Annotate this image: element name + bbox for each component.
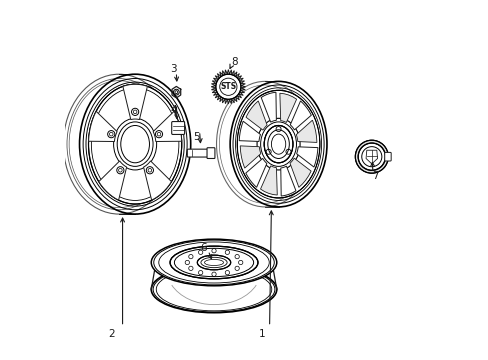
Polygon shape: [143, 161, 171, 200]
Polygon shape: [122, 84, 147, 120]
Text: 6: 6: [200, 243, 206, 253]
Polygon shape: [280, 166, 295, 196]
Polygon shape: [260, 166, 277, 195]
Polygon shape: [245, 158, 266, 187]
Ellipse shape: [355, 140, 387, 173]
Polygon shape: [88, 111, 117, 141]
Ellipse shape: [237, 90, 319, 198]
Text: 4: 4: [170, 105, 177, 115]
Ellipse shape: [238, 91, 319, 197]
Polygon shape: [296, 120, 316, 143]
Polygon shape: [240, 146, 260, 168]
Polygon shape: [296, 147, 317, 167]
Ellipse shape: [264, 126, 292, 163]
Ellipse shape: [88, 84, 182, 204]
Text: 5: 5: [193, 132, 200, 142]
Polygon shape: [289, 158, 310, 187]
Text: 7: 7: [371, 171, 378, 181]
Ellipse shape: [170, 246, 258, 279]
Ellipse shape: [151, 239, 276, 286]
Ellipse shape: [153, 240, 274, 285]
Text: 3: 3: [170, 64, 177, 74]
Ellipse shape: [357, 143, 385, 170]
FancyBboxPatch shape: [187, 149, 212, 157]
Text: STS: STS: [220, 82, 236, 91]
Polygon shape: [211, 69, 245, 104]
FancyBboxPatch shape: [206, 148, 214, 158]
Ellipse shape: [215, 74, 241, 99]
Polygon shape: [279, 93, 296, 122]
FancyBboxPatch shape: [384, 152, 390, 161]
Polygon shape: [99, 161, 126, 200]
Polygon shape: [261, 92, 276, 122]
Polygon shape: [290, 101, 311, 130]
Polygon shape: [239, 121, 260, 141]
Ellipse shape: [159, 242, 269, 283]
Text: 8: 8: [231, 57, 237, 67]
FancyBboxPatch shape: [171, 122, 184, 134]
Polygon shape: [153, 111, 182, 141]
Text: 2: 2: [108, 329, 115, 339]
Text: 1: 1: [258, 329, 264, 339]
Ellipse shape: [197, 255, 230, 270]
Polygon shape: [245, 101, 266, 130]
